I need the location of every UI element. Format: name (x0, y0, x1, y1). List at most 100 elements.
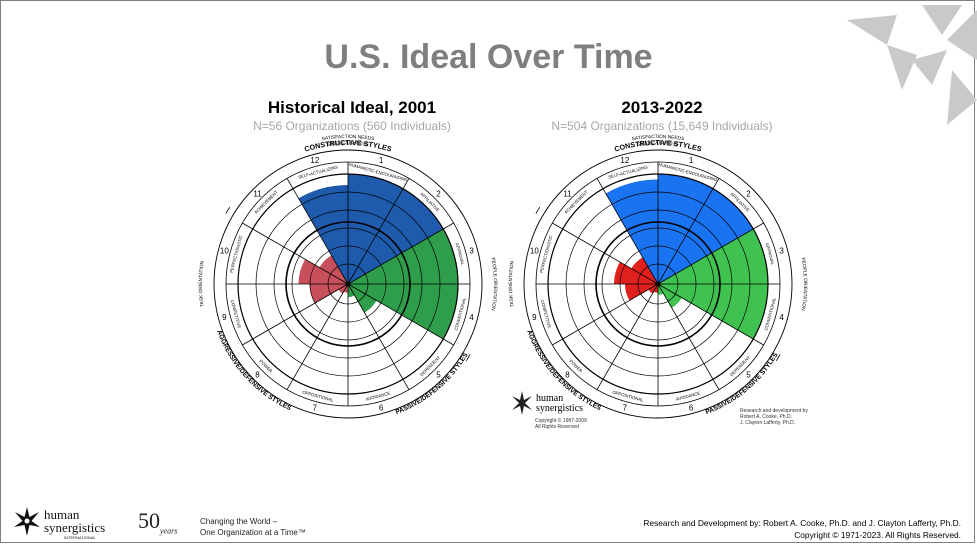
mini-logo-line1: human (536, 393, 563, 404)
tagline-line-1: Changing the World – (200, 517, 278, 526)
panel-2-mini-logo: human synergistics (512, 391, 583, 415)
center-point (655, 281, 661, 287)
fifty-number: 50 (138, 508, 160, 533)
sector-divider (292, 283, 349, 380)
style-sector-2 (348, 188, 444, 284)
style-sector-10 (298, 259, 348, 284)
band-divider (753, 338, 764, 346)
style-number-6: 6 (689, 403, 694, 412)
starburst-icon (512, 391, 532, 415)
style-number-3: 3 (469, 247, 474, 256)
footer-credit-line-2: Copyright © 1971-2023. All Rights Reserv… (794, 530, 961, 540)
sector-divider (602, 283, 659, 380)
style-number-12: 12 (620, 156, 629, 165)
panel-2-subtitle: N=504 Organizations (15,649 Individuals) (551, 119, 773, 133)
sector-divider (657, 228, 754, 285)
mini-logo-line2: synergistics (536, 403, 583, 414)
outer-ring (523, 149, 793, 419)
style-number-11: 11 (563, 189, 572, 198)
fifty-years-mark: 50years (138, 508, 177, 535)
style-sector-11 (631, 257, 658, 284)
security-needs-label: SECURITY NEEDS (637, 139, 680, 147)
style-sector-2 (658, 188, 754, 284)
tagline-line-2: One Organization at a Time™ (200, 528, 306, 537)
sector-divider (252, 283, 349, 340)
style-number-8: 8 (255, 370, 260, 379)
style-label-10: PERFECTIONISTIC (539, 235, 554, 274)
band-divider (242, 338, 253, 346)
style-number-12: 12 (310, 156, 319, 165)
style-number-10: 10 (220, 247, 229, 256)
style-sector-9 (309, 284, 348, 304)
panel-1-title: Historical Ideal, 2001 (267, 98, 437, 117)
sector-divider (347, 283, 404, 380)
style-label-8: POWER (258, 359, 273, 374)
style-label-3: APPROVAL (765, 242, 776, 266)
style-sector-9 (625, 284, 658, 301)
sector-divider (657, 188, 714, 285)
outer-ring (213, 149, 483, 419)
style-sector-8 (648, 284, 658, 294)
style-number-7: 7 (313, 403, 318, 412)
sector-divider (347, 188, 404, 285)
center-point (345, 281, 351, 287)
footer-credit-line-1: Research and Development by: Robert A. C… (643, 518, 961, 528)
tagline: Changing the World – One Organization at… (200, 516, 306, 538)
band-divider (552, 222, 563, 230)
style-label-6: AVOIDANCE (365, 390, 391, 401)
style-label-12: SELF-ACTUALIZING (298, 164, 339, 180)
circumplex-wheel-historical: HUMANISTIC-ENCOURAGINGAFFILIATIVEAPPROVA… (198, 134, 498, 419)
style-number-4: 4 (469, 313, 474, 322)
footer-logo-line3: INTERNATIONAL (64, 535, 96, 540)
satisfaction-needs-label: SATISFACTION NEEDS (321, 134, 374, 142)
band-divider (443, 222, 454, 230)
style-label-10: PERFECTIONISTIC (229, 235, 244, 274)
sector-divider (252, 228, 349, 285)
band-divider (552, 338, 563, 346)
starburst-icon (14, 507, 40, 536)
style-number-5: 5 (436, 370, 441, 379)
panel-2-mini-copyright: Copyright © 1987-2009 All Rights Reserved (535, 418, 587, 430)
style-label-7: OPPOSITIONAL (302, 390, 335, 403)
footer-company-logo: human synergistics INTERNATIONAL (14, 507, 105, 540)
style-number-7: 7 (623, 403, 628, 412)
footer-credits: Research and Development by: Robert A. C… (643, 517, 961, 541)
band-divider (596, 178, 604, 189)
footer-logo-line2: synergistics (44, 520, 105, 535)
style-label-7: OPPOSITIONAL (612, 390, 645, 403)
style-label-3: APPROVAL (455, 242, 466, 266)
band-divider (753, 222, 764, 230)
sector-divider (347, 228, 444, 285)
style-number-9: 9 (532, 313, 537, 322)
sector-divider (562, 283, 659, 340)
task-orientation-label: TASK ORIENTATION (198, 260, 206, 307)
sector-divider (657, 283, 754, 340)
style-sector-12 (605, 179, 658, 284)
corner-arrows-logo (847, 5, 977, 125)
band-divider (286, 178, 294, 189)
style-number-2: 2 (746, 189, 751, 198)
people-orientation-label: PEOPLE ORIENTATION (800, 257, 808, 311)
style-label-12: SELF-ACTUALIZING (608, 164, 649, 180)
style-number-1: 1 (379, 156, 384, 165)
band-divider (242, 222, 253, 230)
panel-1-subtitle: N=56 Organizations (560 Individuals) (253, 119, 451, 133)
people-orientation-label: PEOPLE ORIENTATION (490, 257, 498, 311)
satisfaction-needs-label: SATISFACTION NEEDS (631, 134, 684, 142)
style-sector-10 (614, 262, 658, 284)
style-sector-5 (658, 284, 682, 308)
style-sector-12 (298, 185, 348, 284)
sector-divider (292, 188, 349, 285)
security-needs-label: SECURITY NEEDS (327, 139, 370, 147)
sector-divider (602, 188, 659, 285)
style-number-4: 4 (779, 313, 784, 322)
style-number-2: 2 (436, 189, 441, 198)
band-divider (712, 178, 720, 189)
style-label-6: AVOIDANCE (675, 390, 701, 401)
band-divider (712, 379, 720, 390)
style-number-3: 3 (779, 247, 784, 256)
band-divider (443, 338, 454, 346)
fifty-years-word: years (160, 526, 178, 536)
band-divider (402, 379, 410, 390)
